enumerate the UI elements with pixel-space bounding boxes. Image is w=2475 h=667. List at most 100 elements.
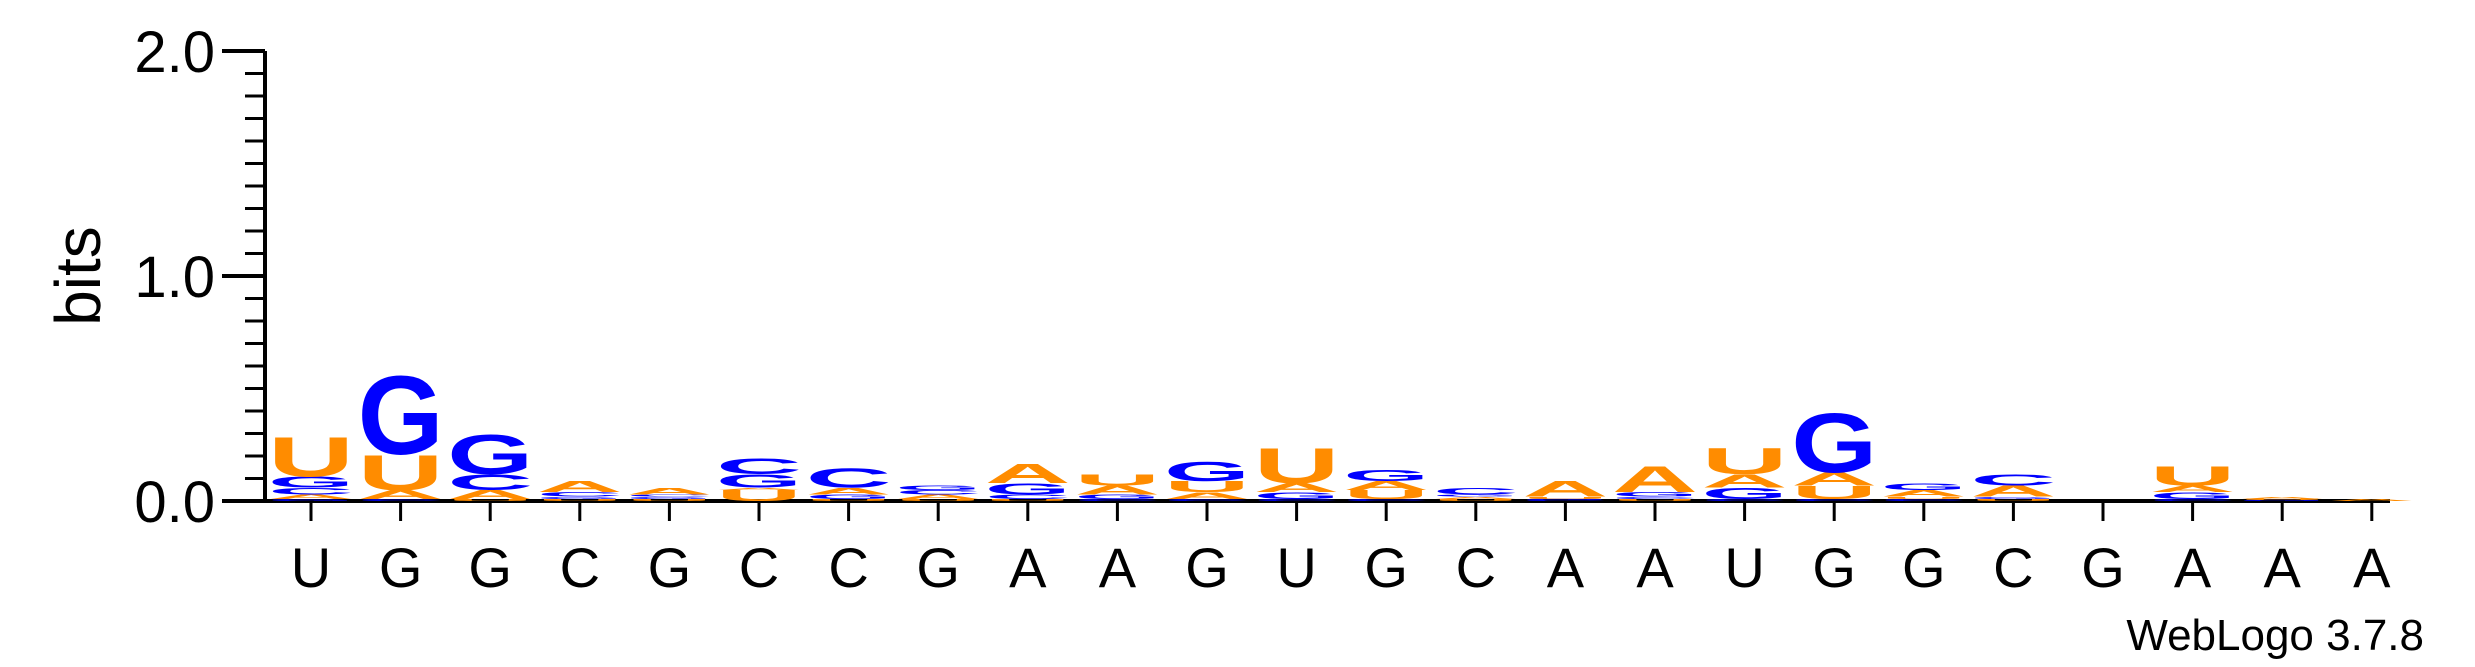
x-tick-label: G — [648, 536, 692, 599]
logo-letter-G: G — [268, 473, 354, 490]
logo-letter-G: G — [1164, 456, 1250, 487]
logo-letter-C: C — [1612, 496, 1698, 499]
logo-letter-C: C — [626, 494, 712, 497]
logo-letter-A: A — [1791, 469, 1877, 490]
logo-letter-G: G — [1254, 490, 1340, 501]
x-tick-label: U — [1724, 536, 1764, 599]
logo-letter-U: U — [1522, 496, 1608, 499]
logo-letter-U: U — [537, 498, 623, 501]
logo-letter-G: G — [626, 496, 712, 500]
logo-letter-A: A — [1254, 481, 1340, 495]
logo-letter-U: U — [2239, 498, 2325, 500]
logo-letter-G: G — [1433, 494, 1519, 498]
x-tick-label: G — [1185, 536, 1229, 599]
logo-letter-G: G — [806, 493, 892, 500]
logo-letter-U: U — [2150, 460, 2236, 491]
logo-letter-C: C — [358, 498, 444, 501]
logo-column-23: GUA — [2239, 496, 2325, 501]
logo-letter-U: U — [447, 498, 533, 501]
weblogo-credit: WebLogo 3.7.8 — [2126, 611, 2424, 660]
y-axis-label: bits — [42, 226, 114, 326]
logo-letter-G: G — [895, 484, 981, 491]
logo-letter-C: C — [2150, 498, 2236, 501]
logo-letter-U: U — [1433, 498, 1519, 501]
x-tick-label: C — [1456, 536, 1496, 599]
logo-letter-A: A — [2150, 484, 2236, 494]
logo-letter-G: G — [985, 480, 1071, 497]
logo-letter-G: G — [2239, 500, 2325, 502]
x-tick-label: A — [2264, 536, 2302, 599]
logo-letter-U: U — [895, 498, 981, 501]
logo-letter-U: U — [806, 498, 892, 501]
logo-letter-A: A — [985, 458, 1071, 489]
logo-letter-U: U — [1074, 471, 1160, 488]
logo-letter-C: C — [716, 454, 802, 479]
logo-letter-A: A — [1881, 488, 1967, 498]
logo-letter-G: G — [716, 470, 802, 491]
x-tick-label: C — [828, 536, 868, 599]
x-tick-label: G — [1364, 536, 1408, 599]
logo-letter-U: U — [1702, 440, 1788, 482]
logo-letter-C: C — [1433, 486, 1519, 496]
logo-letter-A: A — [1433, 496, 1519, 499]
x-tick-label: G — [2081, 536, 2125, 599]
x-tick-label: U — [1276, 536, 1316, 599]
x-tick-label: A — [1547, 536, 1585, 599]
logo-letter-U: U — [1254, 438, 1340, 494]
logo-letter-C: C — [985, 493, 1071, 500]
logo-letter-U: U — [268, 426, 354, 489]
logo-letter-G: G — [1343, 467, 1429, 484]
logo-letter-A: A — [626, 486, 712, 496]
y-tick-label: 0.0 — [134, 470, 215, 535]
logo-letter-C: C — [1254, 498, 1340, 501]
logo-letter-A: A — [1074, 483, 1160, 497]
logo-letter-C: C — [1702, 498, 1788, 501]
x-tick-label: A — [1009, 536, 1047, 599]
logo-letter-G: G — [1522, 498, 1608, 500]
logo-letter-C: C — [895, 489, 981, 496]
y-tick-label: 2.0 — [134, 20, 215, 85]
logo-letter-U: U — [626, 498, 712, 501]
logo-letter-U: U — [1343, 487, 1429, 501]
logo-letter-C: C — [806, 462, 892, 493]
logo-letter-C: C — [268, 486, 354, 496]
logo-letter-A: A — [716, 487, 802, 490]
logo-letter-G: G — [268, 498, 354, 502]
logo-letter-A: A — [537, 478, 623, 495]
logo-letter-G: G — [1074, 493, 1160, 500]
logo-letter-A: A — [2239, 496, 2325, 499]
x-tick-label: G — [916, 536, 960, 599]
y-minor-ticks — [245, 72, 265, 480]
logo-letter-U: U — [985, 498, 1071, 501]
logo-letter-G: G — [1970, 496, 2056, 500]
x-tick-label: G — [1902, 536, 1946, 599]
logo-letter-U: U — [1970, 498, 2056, 501]
logo-letter-C: C — [1074, 498, 1160, 501]
logo-letter-A: A — [1702, 471, 1788, 492]
logo-letter-G: G — [537, 496, 623, 500]
x-tick-label: G — [379, 536, 423, 599]
logo-letter-A: A — [895, 493, 981, 500]
x-tick-label: C — [560, 536, 600, 599]
logo-letter-A: A — [806, 486, 892, 496]
logo-letter-A: A — [1970, 482, 2056, 499]
x-tick-label: A — [2353, 536, 2391, 599]
